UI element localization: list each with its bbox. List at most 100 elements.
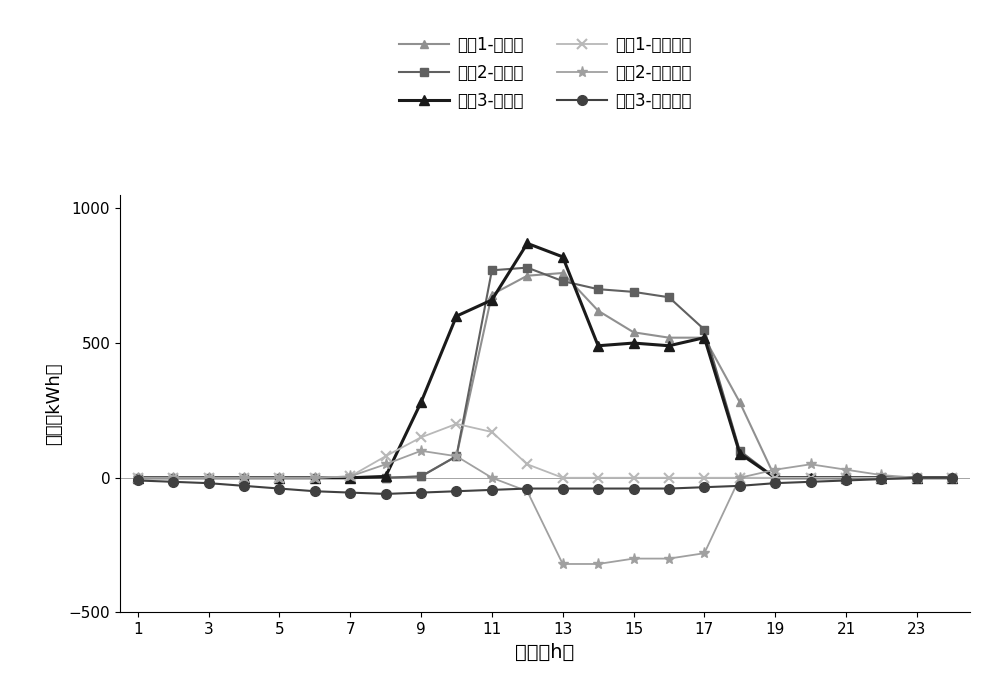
策略2-太阳能 xyxy=(769,473,781,482)
策略2-电动汽车 xyxy=(450,452,462,460)
策略2-电动汽车 xyxy=(628,555,640,563)
策略2-太阳能 xyxy=(734,447,746,455)
策略1-太阳能 xyxy=(628,328,640,336)
策略1-电动汽车 xyxy=(628,473,640,482)
策略3-太阳能 xyxy=(238,473,250,482)
策略3-太阳能 xyxy=(309,473,321,482)
策略2-太阳能 xyxy=(344,473,356,482)
策略3-电动汽车 xyxy=(486,486,498,494)
策略2-电动汽车 xyxy=(380,460,392,468)
策略1-太阳能 xyxy=(875,473,887,482)
策略1-太阳能 xyxy=(946,473,958,482)
策略3-电动汽车 xyxy=(875,475,887,483)
策略1-电动汽车 xyxy=(309,473,321,482)
策略2-电动汽车 xyxy=(592,560,604,568)
策略1-电动汽车 xyxy=(380,452,392,460)
策略1-电动汽车 xyxy=(911,473,923,482)
策略3-太阳能 xyxy=(698,333,710,342)
策略1-太阳能 xyxy=(450,452,462,460)
策略1-电动汽车 xyxy=(415,433,427,441)
策略1-电动汽车 xyxy=(273,473,285,482)
策略3-电动汽车 xyxy=(628,484,640,493)
策略3-太阳能 xyxy=(946,473,958,482)
策略2-电动汽车 xyxy=(769,466,781,474)
策略1-太阳能 xyxy=(380,473,392,482)
策略2-太阳能 xyxy=(415,473,427,481)
策略2-电动汽车 xyxy=(203,473,215,482)
策略3-电动汽车 xyxy=(309,487,321,496)
策略2-电动汽车 xyxy=(273,473,285,482)
策略3-太阳能 xyxy=(805,473,817,482)
策略2-电动汽车 xyxy=(840,466,852,474)
Line: 策略1-电动汽车: 策略1-电动汽车 xyxy=(133,419,957,482)
Line: 策略3-太阳能: 策略3-太阳能 xyxy=(133,239,957,482)
策略3-电动汽车 xyxy=(734,482,746,490)
策略3-电动汽车 xyxy=(273,484,285,493)
策略3-太阳能 xyxy=(663,342,675,350)
策略3-太阳能 xyxy=(734,450,746,458)
策略1-太阳能 xyxy=(557,269,569,277)
策略1-太阳能 xyxy=(911,473,923,482)
策略3-电动汽车 xyxy=(380,490,392,498)
策略2-电动汽车 xyxy=(521,487,533,496)
策略1-电动汽车 xyxy=(450,420,462,428)
策略3-电动汽车 xyxy=(167,477,179,486)
策略1-太阳能 xyxy=(132,473,144,482)
策略1-太阳能 xyxy=(167,473,179,482)
策略3-电动汽车 xyxy=(415,489,427,497)
策略3-太阳能 xyxy=(769,473,781,482)
策略2-太阳能 xyxy=(521,264,533,272)
策略2-电动汽车 xyxy=(557,560,569,568)
策略3-电动汽车 xyxy=(521,484,533,493)
策略2-电动汽车 xyxy=(663,555,675,563)
策略2-太阳能 xyxy=(946,473,958,482)
策略2-太阳能 xyxy=(450,452,462,460)
策略3-电动汽车 xyxy=(203,479,215,487)
策略1-电动汽车 xyxy=(769,473,781,482)
策略3-电动汽车 xyxy=(698,483,710,491)
策略3-太阳能 xyxy=(344,473,356,482)
策略1-太阳能 xyxy=(203,473,215,482)
策略3-太阳能 xyxy=(203,473,215,482)
策略1-电动汽车 xyxy=(132,473,144,482)
策略3-太阳能 xyxy=(486,296,498,304)
策略3-电动汽车 xyxy=(132,476,144,484)
策略3-电动汽车 xyxy=(344,489,356,497)
策略3-太阳能 xyxy=(875,473,887,482)
Line: 策略3-电动汽车: 策略3-电动汽车 xyxy=(133,473,957,499)
策略2-太阳能 xyxy=(167,473,179,482)
策略1-太阳能 xyxy=(698,333,710,342)
策略1-太阳能 xyxy=(805,473,817,482)
策略1-电动汽车 xyxy=(592,473,604,482)
策略3-电动汽车 xyxy=(769,479,781,487)
策略2-太阳能 xyxy=(238,473,250,482)
策略3-电动汽车 xyxy=(663,484,675,493)
策略1-电动汽车 xyxy=(521,460,533,468)
策略2-电动汽车 xyxy=(309,473,321,482)
策略3-太阳能 xyxy=(273,473,285,482)
策略2-太阳能 xyxy=(203,473,215,482)
策略1-太阳能 xyxy=(238,473,250,482)
策略1-电动汽车 xyxy=(557,473,569,482)
策略1-太阳能 xyxy=(486,290,498,299)
策略1-太阳能 xyxy=(521,271,533,280)
Legend: 策略1-太阳能, 策略2-太阳能, 策略3-太阳能, 策略1-电动汽车, 策略2-电动汽车, 策略3-电动汽车: 策略1-太阳能, 策略2-太阳能, 策略3-太阳能, 策略1-电动汽车, 策略2… xyxy=(390,28,700,118)
策略3-太阳能 xyxy=(521,239,533,248)
策略1-电动汽车 xyxy=(344,473,356,481)
策略2-太阳能 xyxy=(486,266,498,274)
策略1-太阳能 xyxy=(663,333,675,342)
策略1-太阳能 xyxy=(769,473,781,482)
策略2-太阳能 xyxy=(840,473,852,482)
策略1-太阳能 xyxy=(840,473,852,482)
策略3-电动汽车 xyxy=(840,476,852,484)
策略2-太阳能 xyxy=(698,326,710,334)
策略3-太阳能 xyxy=(415,398,427,406)
Y-axis label: 能量（kWh）: 能量（kWh） xyxy=(45,363,63,445)
策略1-太阳能 xyxy=(734,398,746,406)
策略1-电动汽车 xyxy=(875,473,887,482)
策略2-电动汽车 xyxy=(344,473,356,481)
策略3-电动汽车 xyxy=(946,473,958,482)
策略3-太阳能 xyxy=(450,312,462,320)
策略2-电动汽车 xyxy=(486,473,498,482)
策略3-太阳能 xyxy=(911,473,923,482)
